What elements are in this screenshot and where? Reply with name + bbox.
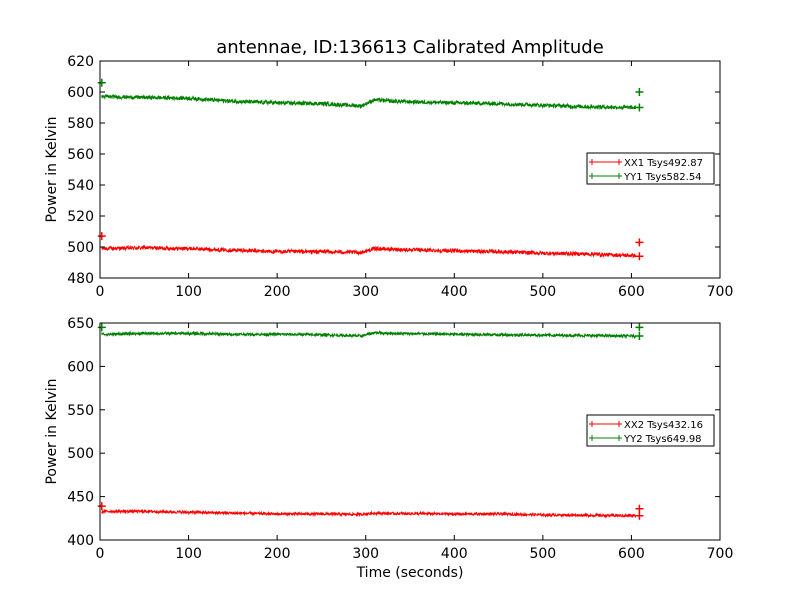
series-marker-2-2-2 — [635, 323, 644, 332]
plot-frame-2 — [99, 322, 721, 541]
series-line-1-1 — [101, 244, 637, 259]
series-line-2-2 — [101, 329, 637, 340]
x-tick-label: 100 — [175, 546, 202, 562]
series-marker-2-1-3 — [635, 511, 644, 520]
series-marker-1-2-1 — [97, 78, 106, 87]
x-tick-label: 500 — [529, 284, 556, 300]
x-tick-label: 400 — [441, 284, 468, 300]
legend-marker-1 — [589, 421, 622, 427]
x-tick-label: 300 — [352, 284, 379, 300]
y-tick-label: 650 — [67, 316, 94, 332]
plot-frame-1 — [99, 60, 721, 279]
legend-label: YY2 Tsys649.98 — [623, 434, 702, 445]
y-tick-label: 500 — [67, 446, 94, 462]
legend-box — [586, 414, 715, 447]
x-tick-label: 600 — [618, 546, 645, 562]
x-tick-label: 600 — [618, 284, 645, 300]
x-tick-label: 700 — [707, 284, 734, 300]
x-tick-label: 0 — [96, 284, 105, 300]
series-marker-2-1-1 — [97, 502, 106, 511]
series-marker-1-2-3 — [635, 103, 644, 112]
y-axis-title: Power in Kelvin — [44, 116, 60, 222]
series-marker-1-1-1 — [97, 232, 106, 241]
y-tick-label: 560 — [67, 147, 94, 163]
x-tick-label: 500 — [529, 546, 556, 562]
series-marker-2-2-3 — [635, 332, 644, 341]
legend-label: XX1 Tsys492.87 — [624, 158, 703, 169]
y-tick-label: 400 — [67, 533, 94, 549]
y-tick-label: 600 — [67, 359, 94, 375]
x-tick-label: 300 — [352, 546, 379, 562]
plot-panel-2: 0 100 200 300 400 500 600 700 400 450 500 550 600 650… — [44, 316, 733, 581]
legend-1: XX1 Tsys492.87 YY1 Tsys582.54 — [586, 152, 715, 185]
y-axis-title: Power in Kelvin — [44, 378, 60, 484]
series-marker-1-1-2 — [635, 238, 644, 247]
legend-2: XX2 Tsys432.16 YY2 Tsys649.98 — [586, 414, 715, 447]
y-tick-label: 540 — [67, 178, 94, 194]
legend-box — [586, 152, 715, 185]
series-line-1-2 — [101, 93, 637, 111]
chart-title: antennae, ID:136613 Calibrated Amplitude — [216, 37, 604, 58]
legend-label: XX2 Tsys432.16 — [624, 420, 703, 431]
x-axis-title: Time (seconds) — [356, 565, 464, 581]
y-tick-label: 480 — [67, 271, 94, 287]
x-tick-label: 200 — [264, 284, 291, 300]
y-tick-label: 520 — [67, 209, 94, 225]
legend-marker-1 — [589, 159, 622, 165]
legend-marker-2 — [589, 435, 622, 441]
plot-traces-1 — [101, 93, 637, 259]
series-marker-1-1-3 — [635, 252, 644, 261]
plots: 0 100 200 300 400 500 600 700 480 500 520 540 560 580… — [44, 54, 733, 581]
y-tick-label: 580 — [67, 116, 94, 132]
y-tick-label: 620 — [67, 54, 94, 70]
y-tick-label: 450 — [67, 490, 94, 506]
legend-label: YY1 Tsys582.54 — [623, 172, 702, 183]
y-tick-label: 500 — [67, 240, 94, 256]
x-tick-label: 700 — [707, 546, 734, 562]
series-line-2-1 — [101, 508, 637, 519]
plot-traces-2 — [101, 329, 637, 519]
series-marker-1-2-2 — [635, 88, 644, 96]
plot-panel-1: 0 100 200 300 400 500 600 700 480 500 520 540 560 580… — [44, 54, 733, 300]
legend-marker-2 — [589, 173, 622, 179]
y-tick-label: 550 — [67, 403, 94, 419]
x-tick-label: 100 — [175, 284, 202, 300]
x-tick-label: 400 — [441, 546, 468, 562]
x-tick-label: 0 — [96, 546, 105, 562]
series-marker-2-2-1 — [97, 323, 106, 332]
series-marker-2-1-2 — [635, 504, 644, 513]
x-tick-label: 200 — [264, 546, 291, 562]
y-tick-label: 600 — [67, 85, 94, 101]
